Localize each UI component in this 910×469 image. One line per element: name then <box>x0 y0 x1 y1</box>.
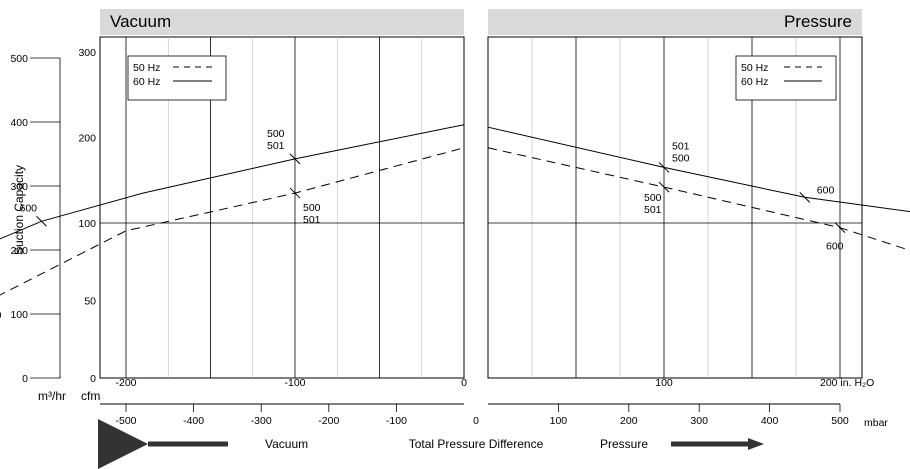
pressure-panel-title: Pressure <box>488 9 862 35</box>
mbar-label-10: 500 <box>831 415 849 427</box>
pressure-plot-frame <box>487 36 863 379</box>
y-unit-metric: m³/hr <box>38 389 66 403</box>
mbar-label-3: -200 <box>318 415 339 427</box>
curve-markers: 7006005005017006005005015015006007005005… <box>0 128 846 321</box>
marker-label-5-0: 500 <box>303 202 321 214</box>
y-cfm-label-3: 50 <box>84 296 96 308</box>
marker-label-9-0: 500 <box>644 192 662 204</box>
legend-vacuum: 50 Hz 60 Hz <box>127 55 227 101</box>
inh2o-prs-label-0: 100 <box>655 377 673 389</box>
inh2o-axis: -200 -100 0 100 200 in. H₂O <box>115 377 874 389</box>
y-cfm-label-4: 0 <box>90 373 96 385</box>
grid-lines <box>100 37 862 378</box>
marker-tick-7 <box>799 191 811 203</box>
legend-pressure: 50 Hz 60 Hz <box>735 55 837 101</box>
mbar-label-7: 200 <box>620 415 638 427</box>
mbar-label-2: -300 <box>251 415 272 427</box>
marker-tick-1 <box>36 215 47 227</box>
vacuum-plot-frame <box>99 36 465 379</box>
y-axis-title: Suction Capacity <box>12 165 26 255</box>
curve-pressure-60hz <box>487 126 910 213</box>
mbar-unit-label: mbar <box>864 417 888 429</box>
mbar-label-9: 400 <box>761 415 779 427</box>
mbar-axis-ticks: -500 -400 -300 -200 -100 0 100 200 300 400 500 <box>115 404 849 427</box>
curve-vacuum-60hz <box>0 124 465 240</box>
marker-label-10-0: 600 <box>826 241 844 253</box>
mbar-label-4: -100 <box>386 415 407 427</box>
mbar-label-0: -500 <box>115 415 136 427</box>
legend-50hz-label: 50 Hz <box>133 62 160 74</box>
mbar-label-6: 100 <box>550 415 568 427</box>
y-cfm-label-0: 300 <box>78 47 96 59</box>
marker-tick-6 <box>658 162 670 173</box>
x-axis-title: Total Pressure Difference <box>409 437 544 451</box>
mbar-label-5: 0 <box>473 415 479 427</box>
mbar-label-8: 300 <box>690 415 708 427</box>
marker-label-4-0: 600 <box>0 309 2 321</box>
pressure-direction-arrow <box>671 438 764 450</box>
marker-label-6-1: 500 <box>672 152 690 164</box>
marker-label-2-0: 500 <box>267 128 285 140</box>
y-unit-imperial: cfm <box>81 389 100 403</box>
marker-tick-2 <box>289 153 301 165</box>
y-m3-label-2: 300 <box>10 181 28 193</box>
curve-vacuum-50hz <box>0 147 465 296</box>
legend-60hz-label-right: 60 Hz <box>741 76 768 88</box>
y-m3-label-4: 100 <box>10 309 28 321</box>
y-m3-label-3: 200 <box>10 245 28 257</box>
marker-tick-9 <box>658 181 670 193</box>
marker-label-1-0: 600 <box>20 202 38 214</box>
vacuum-panel-title: Vacuum <box>100 9 464 35</box>
vacuum-direction-label: Vacuum <box>265 437 308 451</box>
inh2o-prs-label-1: 200 in. H₂O <box>820 377 874 389</box>
mbar-label-1: -400 <box>183 415 204 427</box>
marker-tick-10 <box>834 222 846 234</box>
legend-50hz-label-right: 50 Hz <box>741 62 768 74</box>
y-m3-label-0: 500 <box>10 53 28 65</box>
marker-label-6-0: 501 <box>672 140 690 152</box>
marker-label-9-1: 501 <box>644 204 662 216</box>
marker-label-7-0: 600 <box>817 184 835 196</box>
inh2o-vac-label-0: -200 <box>115 377 136 389</box>
marker-tick-5 <box>289 187 301 199</box>
marker-label-5-1: 501 <box>303 214 321 226</box>
marker-label-2-1: 501 <box>267 140 285 152</box>
legend-60hz-label: 60 Hz <box>133 76 160 88</box>
y-m3-label-1: 400 <box>10 117 28 129</box>
inh2o-vac-label-1: -100 <box>284 377 305 389</box>
y-m3-label-5: 0 <box>22 373 28 385</box>
curve-pressure-50hz <box>487 147 910 251</box>
inh2o-vac-label-2: 0 <box>461 377 467 389</box>
performance-curves <box>0 124 910 296</box>
pressure-direction-label: Pressure <box>600 437 648 451</box>
y-cfm-label-1: 200 <box>78 133 96 145</box>
y-cfm-label-2: 100 <box>78 218 96 230</box>
